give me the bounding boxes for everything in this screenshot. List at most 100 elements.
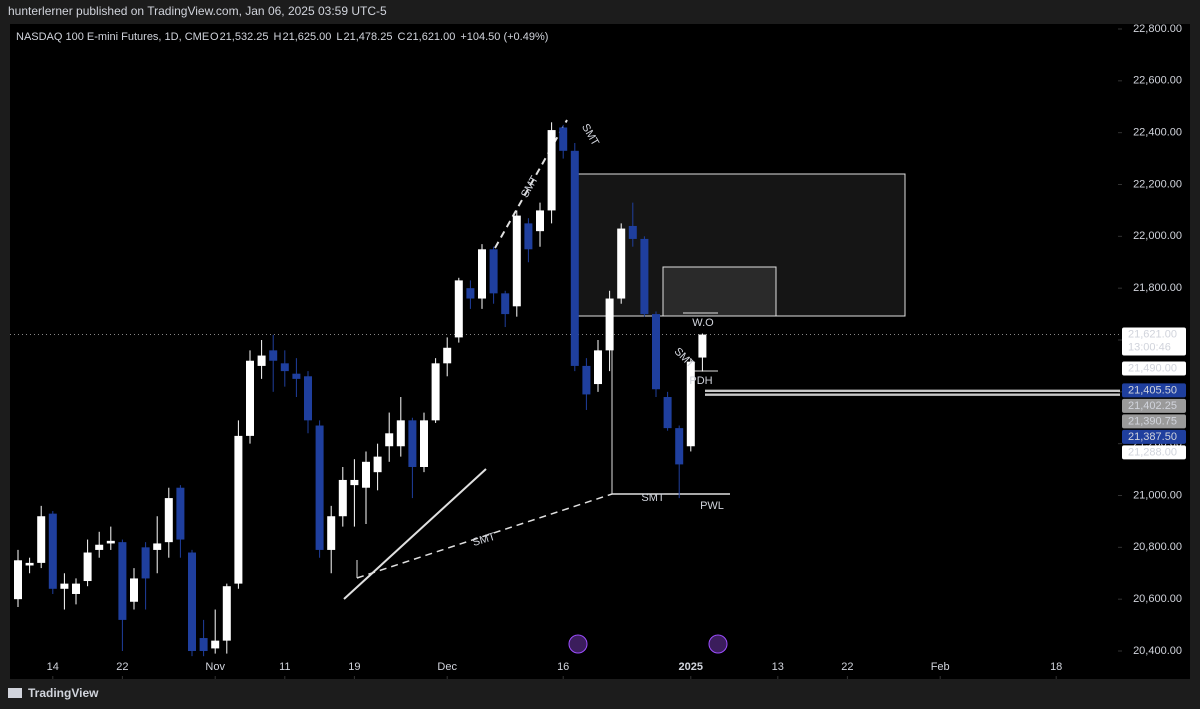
- y-tick-label: 20,800.00: [1133, 541, 1182, 553]
- y-tick-label: 22,200.00: [1133, 178, 1182, 190]
- trend-line: [356, 493, 613, 579]
- candle-body: [338, 479, 347, 517]
- ohlc-value: 21,625.00: [282, 31, 331, 43]
- price-label-bg: [1122, 327, 1186, 356]
- candle-body: [95, 544, 104, 550]
- x-tick-label: 2025: [679, 661, 703, 673]
- candle-body: [536, 210, 544, 232]
- candle-body: [570, 150, 579, 366]
- y-tick-label: 20,600.00: [1133, 593, 1182, 605]
- candle-body: [164, 498, 173, 543]
- y-tick-label: 22,000.00: [1133, 230, 1182, 242]
- candle-body: [675, 428, 684, 465]
- trend-line: [343, 468, 487, 600]
- candle-body: [106, 540, 115, 544]
- event-icon[interactable]: [568, 634, 588, 654]
- x-tick-label: 13: [772, 661, 784, 673]
- candle-body: [257, 355, 266, 366]
- candle-body: [652, 314, 660, 390]
- price-label-bg: [1122, 361, 1186, 376]
- candle-body: [698, 334, 707, 358]
- ohlc-value: 21,532.25: [220, 31, 269, 43]
- price-label: 21,402.25: [1128, 400, 1177, 412]
- price-label: 21,390.75: [1128, 415, 1177, 427]
- y-tick-label: 21,000.00: [1133, 489, 1182, 501]
- zone-box: [662, 266, 777, 317]
- change: +104.50 (+0.49%): [460, 31, 548, 43]
- countdown: 13:00:46: [1128, 341, 1171, 353]
- candle-body: [83, 552, 92, 582]
- event-icon[interactable]: [708, 634, 728, 654]
- candle-body: [60, 583, 69, 589]
- candle-body: [408, 420, 417, 467]
- candle-body: [72, 583, 80, 594]
- annotation: PDH: [689, 375, 712, 387]
- candle-body: [466, 288, 475, 299]
- x-tick-label: 22: [116, 661, 128, 673]
- candle-body: [292, 373, 301, 379]
- candle-body: [524, 223, 533, 250]
- x-tick-label: 22: [841, 661, 853, 673]
- ohlc-key: O: [210, 31, 219, 43]
- y-tick-label: 20,400.00: [1133, 645, 1182, 657]
- candle-body: [501, 293, 510, 315]
- candle-body: [48, 513, 57, 589]
- y-tick-label: 22,600.00: [1133, 75, 1182, 87]
- candle-body: [443, 347, 452, 364]
- ohlc-value: 21,621.00: [406, 31, 455, 43]
- candle-body: [686, 361, 695, 447]
- price-label-bg: [1122, 398, 1186, 413]
- candle-body: [315, 425, 324, 550]
- price-label-bg: [1122, 445, 1186, 460]
- x-tick-label: Dec: [437, 661, 457, 673]
- candle-body: [188, 552, 196, 651]
- ohlc-value: 21,478.25: [344, 31, 393, 43]
- x-tick-label: Nov: [205, 661, 225, 673]
- candle-body: [594, 350, 602, 385]
- candles: [14, 122, 707, 657]
- candle-body: [304, 376, 312, 421]
- x-tick-label: 14: [47, 661, 59, 673]
- ohlc-key: L: [336, 31, 342, 43]
- price-label-bg: [1122, 414, 1186, 429]
- candle-body: [640, 238, 649, 315]
- price-label: 21,288.00: [1128, 446, 1177, 458]
- candle-body: [222, 586, 231, 641]
- candle-body: [454, 280, 463, 338]
- candle-body: [559, 127, 568, 151]
- price-label-bg: [1122, 429, 1186, 444]
- candle-body: [141, 547, 150, 579]
- candle-body: [269, 350, 278, 361]
- candle-body: [362, 461, 370, 488]
- ohlc-key: C: [397, 31, 405, 43]
- y-tick-label: 22,400.00: [1133, 127, 1182, 139]
- candle-body: [37, 516, 46, 563]
- candle-body: [14, 560, 22, 600]
- candle-body: [280, 363, 289, 372]
- x-tick-label: 11: [279, 661, 290, 673]
- annotation: W.O: [692, 317, 714, 329]
- x-tick-label: Feb: [931, 661, 950, 673]
- candle-body: [663, 397, 672, 429]
- candle-body: [582, 365, 591, 395]
- candle-body: [547, 130, 556, 211]
- price-label: 21,405.50: [1128, 384, 1177, 396]
- candle-body: [234, 435, 243, 584]
- candle-body: [25, 562, 34, 566]
- candle-body: [628, 225, 637, 239]
- candle-body: [512, 215, 521, 307]
- brand: TradingView: [28, 686, 99, 700]
- candle-body: [350, 479, 359, 486]
- brand-logo: [8, 688, 22, 698]
- candle-body: [199, 638, 208, 651]
- candle-body: [396, 420, 405, 447]
- candle-body: [420, 420, 428, 467]
- price-label-bg: [1122, 383, 1186, 398]
- annotation: PWL: [700, 500, 724, 512]
- price-label: 21,387.50: [1128, 431, 1177, 443]
- x-tick-label: 16: [557, 661, 569, 673]
- publish-header: hunterlerner published on TradingView.co…: [8, 4, 387, 18]
- x-tick-label: 18: [1050, 661, 1062, 673]
- x-tick-label: 19: [348, 661, 360, 673]
